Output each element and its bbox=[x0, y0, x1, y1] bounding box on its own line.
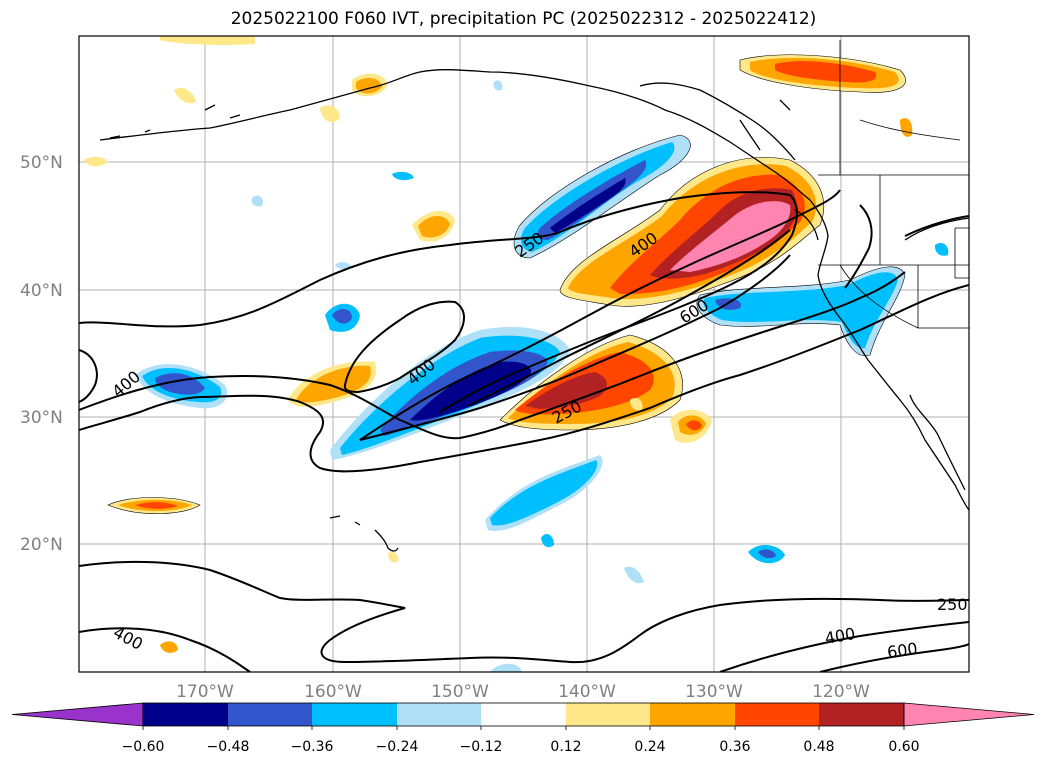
lon-label: 120°W bbox=[812, 682, 870, 702]
colorbar-tick-label: −0.24 bbox=[376, 739, 419, 755]
colorbar-tick-label: 0.24 bbox=[634, 739, 665, 755]
negative-precip-anomalies bbox=[135, 80, 949, 672]
ivt-contours bbox=[79, 189, 969, 672]
lon-label: 140°W bbox=[558, 682, 616, 702]
map-plot-area: 250 400 600 400 400 250 400 400 600 250 bbox=[79, 36, 969, 672]
lon-label: 130°W bbox=[685, 682, 743, 702]
colorbar-extend-min bbox=[11, 702, 144, 727]
colorbar-segment bbox=[735, 703, 819, 726]
contour-label: 400 bbox=[823, 624, 856, 648]
colorbar-ticks: −0.60 −0.48 −0.36 −0.24 −0.12 0.12 0.24 … bbox=[122, 739, 920, 755]
graticule bbox=[79, 36, 969, 672]
colorbar-segment bbox=[312, 703, 397, 726]
colorbar: −0.60 −0.48 −0.36 −0.24 −0.12 0.12 0.24 … bbox=[11, 702, 1035, 755]
lon-label: 150°W bbox=[431, 682, 489, 702]
colorbar-segment bbox=[397, 703, 481, 726]
colorbar-tick-label: 0.36 bbox=[719, 739, 750, 755]
colorbar-tick-label: 0.48 bbox=[803, 739, 834, 755]
map-title: 2025022100 F060 IVT, precipitation PC (2… bbox=[230, 9, 817, 29]
contour-label: 400 bbox=[110, 623, 146, 654]
lat-label: 30°N bbox=[20, 408, 63, 428]
lat-label: 50°N bbox=[20, 153, 63, 173]
colorbar-outline bbox=[142, 702, 905, 727]
map-border bbox=[78, 35, 970, 673]
contour-label: 400 bbox=[108, 367, 144, 401]
colorbar-tick-label: −0.36 bbox=[291, 739, 334, 755]
colorbar-segment bbox=[650, 703, 735, 726]
longitude-labels: 170°W 160°W 150°W 140°W 130°W 120°W bbox=[176, 682, 870, 702]
colorbar-segment bbox=[819, 703, 904, 726]
lat-label: 20°N bbox=[20, 535, 63, 555]
contour-label: 600 bbox=[886, 639, 919, 662]
colorbar-tick-label: −0.48 bbox=[207, 739, 250, 755]
colorbar-segment bbox=[481, 703, 566, 726]
latitude-labels: 50°N 40°N 30°N 20°N bbox=[20, 153, 63, 555]
colorbar-segments bbox=[11, 702, 1035, 730]
positive-precip-anomalies bbox=[84, 36, 913, 653]
colorbar-tick-label: −0.12 bbox=[460, 739, 503, 755]
anomaly-outlines bbox=[107, 54, 906, 514]
colorbar-extend-max bbox=[903, 702, 1035, 727]
colorbar-tick-label: −0.60 bbox=[122, 739, 165, 755]
political-borders bbox=[818, 40, 969, 329]
lat-label: 40°N bbox=[20, 281, 63, 301]
colorbar-tick-label: 0.60 bbox=[888, 739, 919, 755]
lon-label: 170°W bbox=[176, 682, 234, 702]
colorbar-segment bbox=[566, 703, 650, 726]
colorbar-segment bbox=[143, 703, 228, 726]
contour-label: 250 bbox=[937, 595, 968, 614]
coastlines bbox=[99, 69, 969, 552]
colorbar-tick-label: 0.12 bbox=[550, 739, 581, 755]
colorbar-segment bbox=[228, 703, 312, 726]
lon-label: 160°W bbox=[304, 682, 362, 702]
